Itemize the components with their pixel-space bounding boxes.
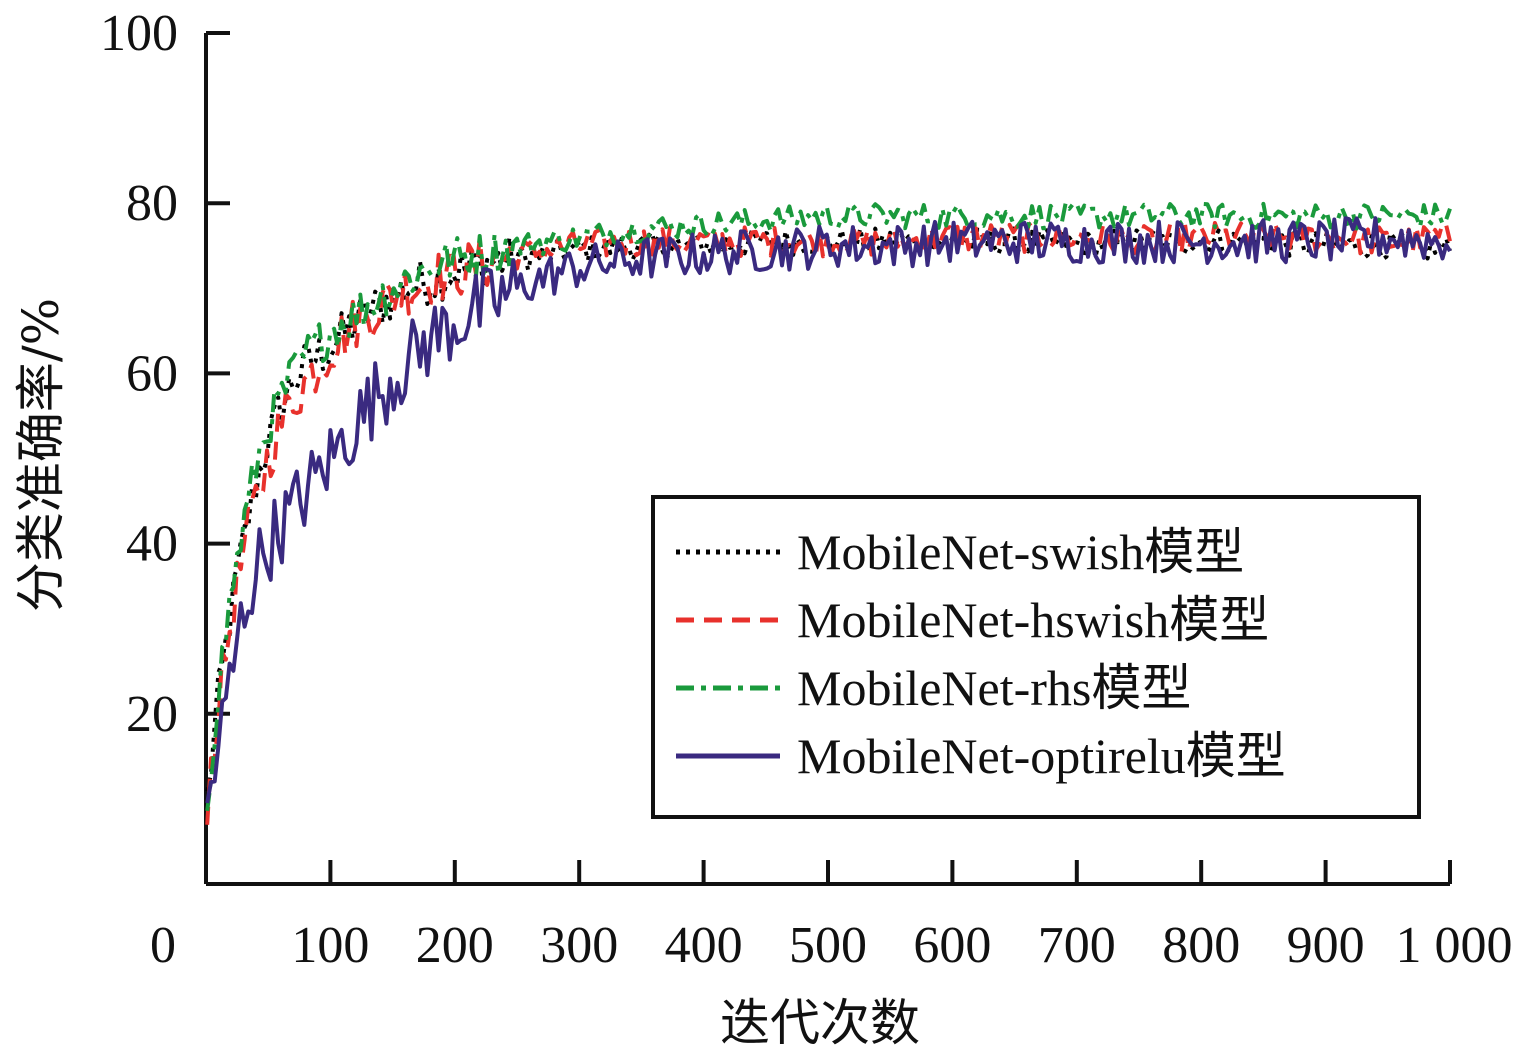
- x-axis: 0 100 200 300 400 500 600 700 800 900 1 000: [150, 860, 1513, 974]
- x-tick-label: 900: [1287, 917, 1365, 974]
- y-tick-label: 100: [100, 5, 178, 62]
- y-axis-title: 分类准确率/%: [12, 298, 70, 612]
- x-tick-label: 1 000: [1396, 917, 1513, 974]
- plot-area: [205, 201, 1452, 825]
- y-tick-label: 20: [126, 686, 178, 743]
- x-tick-label: 0: [150, 917, 176, 974]
- x-tick-label: 400: [665, 917, 743, 974]
- series-line-rhs: [205, 201, 1452, 812]
- y-tick-label: 80: [126, 175, 178, 232]
- x-tick-label: 800: [1162, 917, 1240, 974]
- legend-label-hswish: MobileNet-hswish模型: [797, 592, 1269, 648]
- y-axis: 20 40 60 80 100: [100, 5, 230, 743]
- x-tick-label: 100: [291, 917, 369, 974]
- x-tick-label: 200: [416, 917, 494, 974]
- legend: MobileNet-swish模型 MobileNet-hswish模型 Mobil…: [651, 495, 1421, 819]
- series-line-optirelu: [205, 216, 1452, 804]
- x-tick-label: 700: [1038, 917, 1116, 974]
- legend-label-optirelu: MobileNet-optirelu模型: [797, 728, 1286, 784]
- legend-label-rhs: MobileNet-rhs模型: [797, 660, 1191, 716]
- x-tick-label: 300: [540, 917, 618, 974]
- legend-box: [651, 495, 1421, 819]
- y-tick-label: 40: [126, 516, 178, 573]
- legend-label-swish: MobileNet-swish模型: [797, 524, 1244, 580]
- x-tick-label: 600: [913, 917, 991, 974]
- x-tick-label: 500: [789, 917, 867, 974]
- y-tick-label: 60: [126, 345, 178, 402]
- x-axis-title: 迭代次数: [720, 994, 920, 1052]
